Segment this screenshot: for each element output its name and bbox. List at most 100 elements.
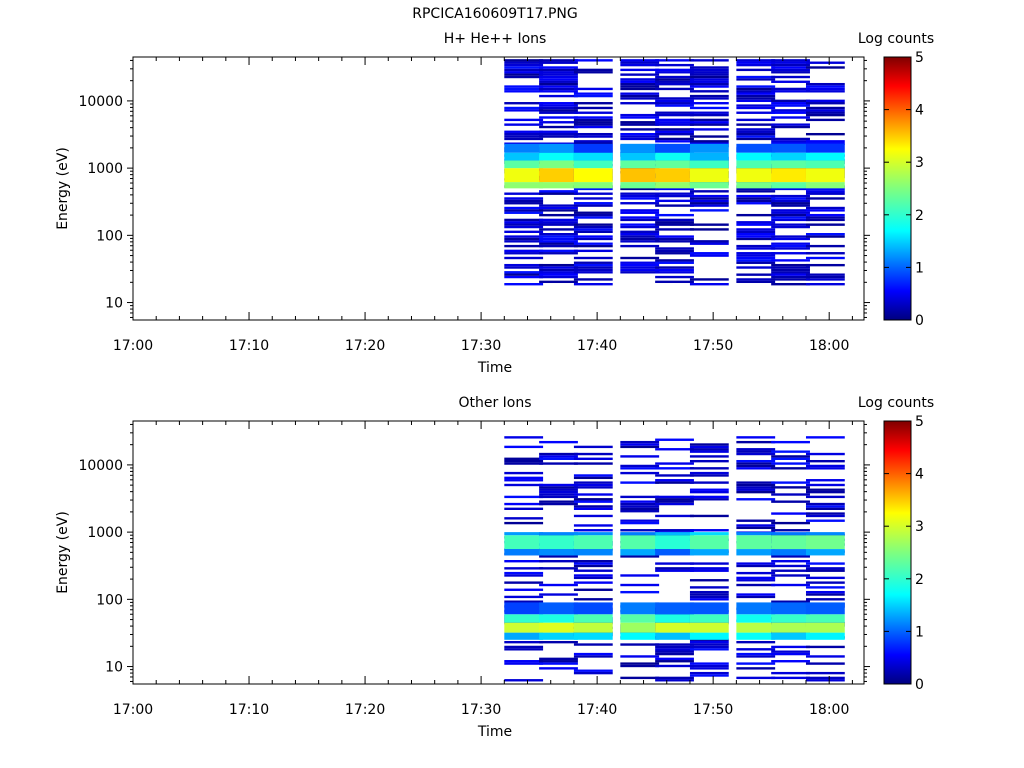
heat-cell — [573, 111, 613, 114]
heat-cell — [539, 252, 578, 255]
band-cell — [655, 182, 694, 189]
heat-cell — [689, 202, 729, 205]
heat-cell — [736, 202, 776, 205]
heat-cell — [539, 209, 578, 212]
heat-cell — [805, 479, 845, 482]
heat-cell — [573, 271, 613, 274]
heat-cell — [805, 586, 845, 589]
heat-cell — [771, 645, 810, 649]
heat-cell — [771, 104, 810, 107]
heat-cell — [689, 481, 729, 484]
heat-cell — [539, 667, 578, 670]
heat-cell — [805, 576, 845, 580]
band-cell — [805, 632, 845, 640]
heat-cell — [573, 213, 613, 217]
heat-cell — [689, 598, 729, 601]
band-cell — [655, 535, 694, 550]
heat-cell — [504, 457, 544, 460]
heat-cell — [689, 488, 729, 491]
heat-cell — [573, 481, 613, 484]
band-cell — [736, 622, 776, 633]
heat-cell — [620, 235, 660, 238]
band-cell — [689, 549, 729, 556]
heat-cell — [539, 555, 578, 558]
heat-cell — [689, 562, 729, 565]
heat-cell — [573, 588, 613, 591]
heat-cell — [736, 583, 776, 587]
heat-cell — [504, 263, 544, 267]
heat-cell — [573, 142, 613, 145]
band-cell — [689, 160, 729, 169]
heat-cell — [620, 137, 660, 141]
band-cell — [504, 602, 544, 615]
band-cell — [620, 614, 660, 623]
heat-cell — [736, 190, 776, 193]
heat-cell — [655, 137, 694, 141]
heat-cell — [689, 495, 729, 499]
heat-cell — [771, 197, 810, 200]
band-cell — [573, 622, 613, 633]
heat-cell — [539, 500, 578, 503]
heat-cell — [655, 567, 694, 570]
heat-cell — [620, 268, 660, 272]
heat-cell — [504, 679, 544, 682]
band-cell — [689, 143, 729, 153]
heat-cell — [620, 94, 660, 98]
heat-cell — [655, 266, 694, 269]
heat-cell — [771, 102, 810, 105]
heat-cell — [573, 106, 613, 110]
heat-cell — [539, 59, 578, 62]
heat-cell — [573, 671, 613, 675]
figure-title: RPCICA160609T17.PNG — [412, 6, 577, 22]
heat-cell — [539, 85, 578, 88]
band-cell — [504, 632, 544, 640]
heat-cell — [620, 662, 660, 665]
heat-cell — [539, 502, 578, 506]
heat-cell — [504, 199, 544, 203]
band-cell — [620, 549, 660, 556]
heat-cell — [736, 266, 776, 269]
heat-cell — [771, 462, 810, 465]
x-tick-label: 17:50 — [693, 702, 733, 718]
band-cell — [573, 160, 613, 169]
heat-cell — [771, 529, 810, 532]
heat-cell — [539, 483, 578, 487]
heat-cell — [805, 85, 845, 88]
heat-cell — [771, 63, 810, 67]
heat-cell — [539, 486, 578, 489]
heat-cell — [689, 240, 729, 243]
heat-cell — [771, 125, 810, 129]
heat-cell — [504, 567, 544, 570]
heat-cell — [805, 490, 845, 494]
heat-cell — [573, 256, 613, 260]
heat-cell — [620, 63, 660, 67]
heat-cell — [620, 197, 660, 200]
heat-cell — [655, 481, 694, 484]
heat-cell — [805, 483, 845, 487]
band-cell — [539, 143, 578, 153]
heatmap-cells — [504, 59, 845, 286]
heat-cell — [771, 80, 810, 83]
heat-cell — [655, 140, 694, 143]
heat-cell — [736, 448, 776, 451]
heat-cell — [771, 123, 810, 126]
heat-cell — [539, 271, 578, 274]
heat-cell — [504, 507, 544, 510]
band-cell — [573, 143, 613, 153]
band-cell — [620, 160, 660, 169]
heat-cell — [655, 187, 694, 191]
band-cell — [689, 602, 729, 615]
heat-cell — [573, 655, 613, 658]
band-cell — [655, 614, 694, 623]
heat-cell — [689, 128, 729, 131]
heat-cell — [573, 230, 613, 234]
band-cell — [736, 182, 776, 189]
heat-cell — [573, 462, 613, 465]
heat-cell — [504, 132, 544, 136]
band-cell — [655, 160, 694, 169]
heat-cell — [805, 216, 845, 219]
heat-cell — [504, 640, 544, 644]
heat-cell — [504, 662, 544, 665]
heat-cell — [573, 498, 613, 501]
heat-cell — [736, 123, 776, 126]
